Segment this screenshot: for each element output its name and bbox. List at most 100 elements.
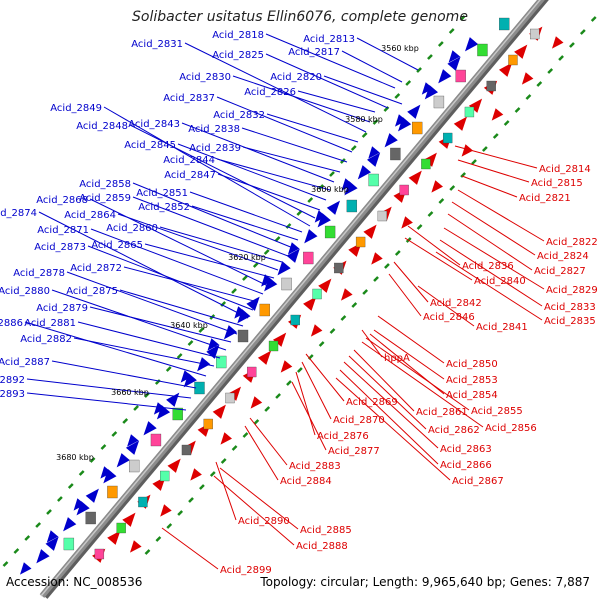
gene-label-acid-2858[interactable]: Acid_2858 xyxy=(79,179,131,190)
gene-label-acid-2883[interactable]: Acid_2883 xyxy=(289,461,341,472)
gene-label-acid-2863[interactable]: Acid_2863 xyxy=(440,444,492,455)
gene-label-acid-2839[interactable]: Acid_2839 xyxy=(189,143,241,154)
gene-label-acid-2847[interactable]: Acid_2847 xyxy=(164,170,216,181)
gene-label-acid-2841[interactable]: Acid_2841 xyxy=(476,322,528,333)
gene-label-hppa[interactable]: hppA xyxy=(384,353,410,364)
gene-label-acid-2836[interactable]: Acid_2836 xyxy=(462,261,514,272)
gene-label-acid-2815[interactable]: Acid_2815 xyxy=(531,178,583,189)
gene-label-acid-2856[interactable]: Acid_2856 xyxy=(485,423,537,434)
gene-label-acid-2885[interactable]: Acid_2885 xyxy=(300,525,352,536)
gene-label-acid-2822[interactable]: Acid_2822 xyxy=(546,237,598,248)
gene-label-acid-2845[interactable]: Acid_2845 xyxy=(124,140,176,151)
gene-label-acid-2869[interactable]: Acid_2869 xyxy=(346,397,398,408)
gene-label-acid-2850[interactable]: Acid_2850 xyxy=(446,359,498,370)
minus-strand-gene xyxy=(246,296,260,311)
gene-label-acid-2824[interactable]: Acid_2824 xyxy=(537,251,589,262)
gene-label-acid-2835[interactable]: Acid_2835 xyxy=(544,316,596,327)
gene-label-acid-2844[interactable]: Acid_2844 xyxy=(163,155,215,166)
gc-tick xyxy=(155,536,162,542)
cog-block xyxy=(312,288,322,300)
gene-label-acid-2825[interactable]: Acid_2825 xyxy=(212,50,264,61)
minus-strand-gene xyxy=(234,306,246,319)
gc-tick xyxy=(231,445,238,451)
gene-label-acid-2860[interactable]: Acid_2860 xyxy=(106,223,158,234)
gene-label-acid-2875[interactable]: Acid_2875 xyxy=(66,286,118,297)
gene-label-acid-2881[interactable]: Acid_2881 xyxy=(24,318,76,329)
cog-block xyxy=(268,340,279,352)
gene-label-acid-2872[interactable]: Acid_2872 xyxy=(70,263,122,274)
gene-label-acid-2833[interactable]: Acid_2833 xyxy=(544,302,596,313)
gene-label-acid-2888[interactable]: Acid_2888 xyxy=(296,541,348,552)
gene-label-acid-2867[interactable]: Acid_2867 xyxy=(452,476,504,487)
gene-label-acid-2880[interactable]: Acid_2880 xyxy=(0,286,50,297)
gene-label-acid-2840[interactable]: Acid_2840 xyxy=(474,276,526,287)
gene-label-acid-2853[interactable]: Acid_2853 xyxy=(446,375,498,386)
gene-label-acid-2879[interactable]: Acid_2879 xyxy=(36,303,88,314)
scale-tick-label: 3680 kbp xyxy=(56,453,94,462)
gc-tick xyxy=(405,80,412,86)
gene-label-acid-2852[interactable]: Acid_2852 xyxy=(138,202,190,213)
gene-label-acid-2838[interactable]: Acid_2838 xyxy=(188,124,240,135)
gene-label-acid-2851[interactable]: Acid_2851 xyxy=(136,188,188,199)
leader-line xyxy=(177,143,327,201)
minus-strand-gene xyxy=(46,530,59,543)
gene-label-acid-2842[interactable]: Acid_2842 xyxy=(430,298,482,309)
cog-block xyxy=(421,158,431,170)
gene-label-acid-2873[interactable]: Acid_2873 xyxy=(34,242,86,253)
leader-line xyxy=(297,90,376,113)
gene-label-acid-2862[interactable]: Acid_2862 xyxy=(428,425,480,436)
gc-tick xyxy=(165,366,172,372)
gene-label-acid-2837[interactable]: Acid_2837 xyxy=(163,93,215,104)
gene-label-acid-2831[interactable]: Acid_2831 xyxy=(131,39,183,50)
gene-label-acid-2861[interactable]: Acid_2861 xyxy=(416,407,468,418)
gene-label-acid-2827[interactable]: Acid_2827 xyxy=(534,266,586,277)
gene-label-acid-2892[interactable]: Acid_2892 xyxy=(0,375,25,386)
gc-tick xyxy=(263,249,270,255)
gene-label-acid-2870[interactable]: Acid_2870 xyxy=(333,415,385,426)
plus-strand-gene xyxy=(273,332,287,347)
gene-label-acid-2865[interactable]: Acid_2865 xyxy=(91,240,143,251)
gene-label-acid-2882[interactable]: Acid_2882 xyxy=(20,334,72,345)
cog-block xyxy=(160,470,170,482)
gene-label-acid-2899[interactable]: Acid_2899 xyxy=(220,565,272,576)
gene-label-acid-2832[interactable]: Acid_2832 xyxy=(213,110,265,121)
gene-label-acid-2893[interactable]: Acid_2893 xyxy=(0,389,25,400)
gene-label-acid-2866[interactable]: Acid_2866 xyxy=(440,460,492,471)
plus-strand-gene xyxy=(167,458,181,473)
gene-label-acid-2814[interactable]: Acid_2814 xyxy=(539,164,591,175)
gene-label-acid-2830[interactable]: Acid_2830 xyxy=(179,72,231,83)
gene-label-acid-2826[interactable]: Acid_2826 xyxy=(244,87,296,98)
gene-label-acid-2848[interactable]: Acid_2848 xyxy=(76,121,128,132)
gene-label-acid-2813[interactable]: Acid_2813 xyxy=(303,34,355,45)
gc-tick xyxy=(569,42,575,48)
gene-label-acid-2818[interactable]: Acid_2818 xyxy=(212,30,264,41)
gene-label-acid-2859[interactable]: Acid_2859 xyxy=(79,193,131,204)
gene-label-acid-2854[interactable]: Acid_2854 xyxy=(446,390,498,401)
scale-tick-label: 3560 kbp xyxy=(381,44,419,53)
leader-line xyxy=(404,237,473,281)
leader-line xyxy=(265,33,396,89)
gene-label-acid-2878[interactable]: Acid_2878 xyxy=(13,268,65,279)
gene-label-acid-2849[interactable]: Acid_2849 xyxy=(50,103,102,114)
leader-line xyxy=(266,113,359,143)
gc-tick xyxy=(503,120,510,126)
gene-label-acid-2890[interactable]: Acid_2890 xyxy=(238,516,290,527)
gene-label-acid-2817[interactable]: Acid_2817 xyxy=(288,47,340,58)
gene-label-acid-2877[interactable]: Acid_2877 xyxy=(328,446,380,457)
gene-label-acid-2874[interactable]: Acid_2874 xyxy=(0,208,37,219)
cog-block xyxy=(455,69,466,83)
gene-label-acid-2821[interactable]: Acid_2821 xyxy=(519,193,571,204)
gene-label-acid-2829[interactable]: Acid_2829 xyxy=(546,285,598,296)
gene-label-acid-2820[interactable]: Acid_2820 xyxy=(270,72,322,83)
gene-label-acid-2876[interactable]: Acid_2876 xyxy=(317,431,369,442)
gene-label-acid-2884[interactable]: Acid_2884 xyxy=(280,476,332,487)
gene-label-acid-2855[interactable]: Acid_2855 xyxy=(471,406,523,417)
gene-label-acid-2868[interactable]: Acid_2868 xyxy=(36,195,88,206)
gene-label-acid-2843[interactable]: Acid_2843 xyxy=(128,119,180,130)
gene-label-acid-2887[interactable]: Acid_2887 xyxy=(0,357,50,368)
gene-label-acid-2864[interactable]: Acid_2864 xyxy=(64,210,116,221)
gene-label-acid-2886[interactable]: Acid_2886 xyxy=(0,318,23,329)
leader-line xyxy=(213,475,295,546)
gene-label-acid-2846[interactable]: Acid_2846 xyxy=(423,312,475,323)
gene-label-acid-2871[interactable]: Acid_2871 xyxy=(37,225,89,236)
